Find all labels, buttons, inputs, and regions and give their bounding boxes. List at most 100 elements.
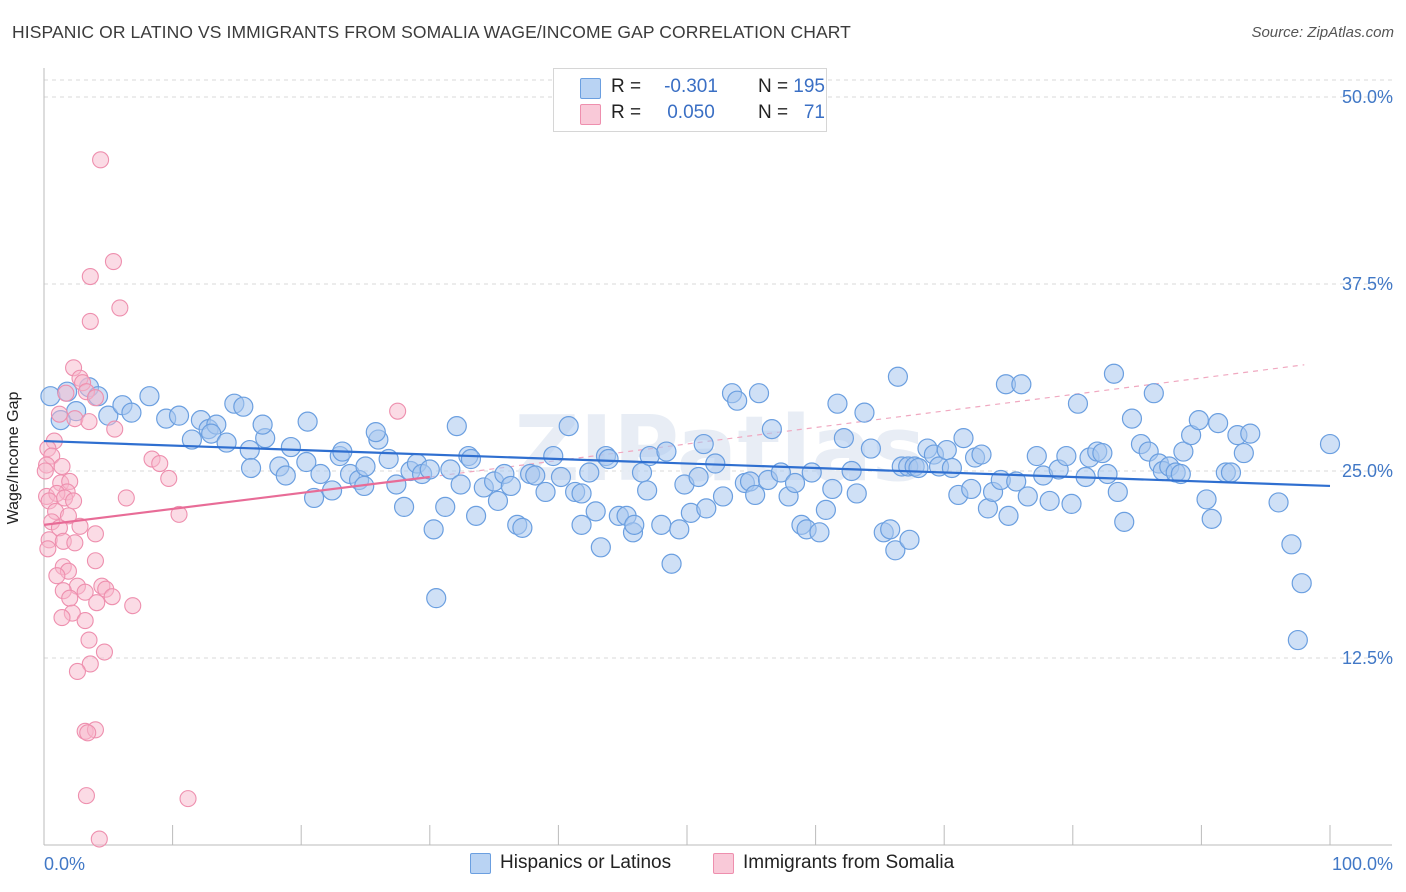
hispanic-point — [216, 432, 237, 453]
somalia-point — [86, 389, 104, 407]
x-tick-label: 100.0% — [1332, 854, 1393, 874]
hispanic-point — [1240, 423, 1261, 444]
hispanic-point — [809, 522, 830, 543]
somalia-point — [170, 505, 188, 523]
hispanic-point — [1173, 441, 1194, 462]
hispanic-point — [571, 514, 592, 535]
somalia-point — [48, 567, 66, 585]
hispanic-point — [941, 457, 963, 479]
legend-r-label: R = — [611, 102, 642, 123]
hispanic-point — [239, 439, 260, 461]
legend-n-value: 71 — [803, 102, 825, 123]
somalia-point — [86, 552, 104, 570]
hispanic-point — [822, 478, 843, 500]
hispanic-point — [571, 483, 592, 504]
somalia-point — [117, 489, 135, 507]
hispanic-point — [899, 529, 920, 550]
somalia-point — [36, 462, 54, 480]
hispanic-point — [801, 462, 822, 483]
hispanic-point — [637, 480, 658, 501]
hispanic-point — [1097, 463, 1118, 485]
hispanic-point — [887, 366, 909, 387]
hispanic-point — [833, 427, 854, 449]
hispanic-point — [465, 505, 487, 526]
hispanic-point — [275, 465, 296, 486]
hispanic-point — [1092, 442, 1113, 464]
hispanic-point — [525, 465, 546, 486]
hispanic-point — [393, 496, 415, 518]
hispanic-point — [252, 414, 273, 435]
hispanic-point — [1103, 363, 1125, 384]
hispanic-point — [1143, 383, 1164, 404]
somalia-point — [59, 507, 77, 525]
hispanic-point — [669, 519, 690, 540]
hispanic-point — [310, 463, 331, 485]
hispanic-trend-line — [43, 439, 1331, 488]
legend-swatch-hispanic — [580, 78, 601, 99]
hispanic-point — [543, 445, 564, 467]
y-tick-label: 37.5% — [1342, 274, 1393, 294]
chart-title: HISPANIC OR LATINO VS IMMIGRANTS FROM SO… — [12, 22, 851, 42]
hispanic-point — [355, 456, 376, 477]
somalia-point — [179, 790, 197, 808]
hispanic-point — [696, 498, 717, 519]
hispanic-point — [761, 419, 782, 440]
hispanic-point — [1121, 408, 1143, 429]
hispanic-point — [1011, 374, 1032, 395]
hispanic-point — [1006, 471, 1027, 492]
hispanic-point — [727, 390, 748, 411]
hispanic-point — [827, 393, 848, 414]
hispanic-point — [1188, 410, 1209, 431]
hispanic-point — [512, 517, 533, 538]
somalia-point — [76, 583, 94, 601]
hispanic-point — [693, 433, 714, 455]
hispanic-point — [998, 505, 1019, 526]
somalia-point — [50, 405, 68, 423]
hispanic-point — [386, 474, 407, 495]
legend-n-value: 195 — [793, 76, 825, 97]
legend-swatch-somalia — [580, 104, 601, 125]
legend-n-label: N = — [758, 76, 789, 97]
hispanic-point — [240, 457, 262, 479]
hispanic-point — [365, 422, 386, 443]
somalia-point — [160, 469, 178, 488]
hispanic-point — [598, 448, 619, 470]
hispanic-point — [1056, 445, 1077, 467]
hispanic-point — [841, 460, 862, 482]
x-tick-label: 0.0% — [44, 854, 85, 874]
somalia-point — [80, 631, 98, 649]
somalia-point — [71, 517, 89, 535]
hispanic-point — [121, 402, 142, 423]
hispanic-point — [1319, 433, 1341, 455]
legend-label-somalia: Immigrants from Somalia — [743, 852, 955, 873]
hispanic-point — [535, 481, 556, 503]
hispanic-point — [745, 484, 766, 506]
hispanic-point — [1196, 489, 1217, 510]
somalia-point — [79, 724, 97, 742]
hispanic-point — [181, 429, 202, 450]
legend-r-value: -0.301 — [664, 76, 718, 97]
somalia-point — [88, 594, 106, 612]
somalia-point — [90, 830, 108, 848]
hispanic-point — [661, 553, 682, 574]
hispanic-point — [712, 486, 734, 507]
hispanic-point — [419, 459, 440, 480]
hispanic-point — [624, 514, 645, 535]
hispanic-point — [440, 459, 461, 480]
somalia-point — [53, 457, 71, 476]
y-tick-label: 50.0% — [1342, 87, 1393, 107]
somalia-point — [57, 384, 75, 402]
hispanic-point — [1061, 493, 1082, 515]
hispanic-point — [201, 423, 222, 444]
somalia-point — [81, 267, 99, 286]
hispanic-point — [233, 396, 254, 417]
hispanic-point — [585, 501, 606, 522]
hispanic-point — [558, 416, 579, 437]
hispanic-point — [936, 439, 957, 461]
somalia-point — [389, 402, 407, 420]
hispanic-point — [296, 451, 317, 473]
legend-label-hispanic: Hispanics or Latinos — [500, 852, 672, 873]
hispanic-point — [1233, 442, 1254, 464]
hispanic-point — [961, 478, 982, 500]
